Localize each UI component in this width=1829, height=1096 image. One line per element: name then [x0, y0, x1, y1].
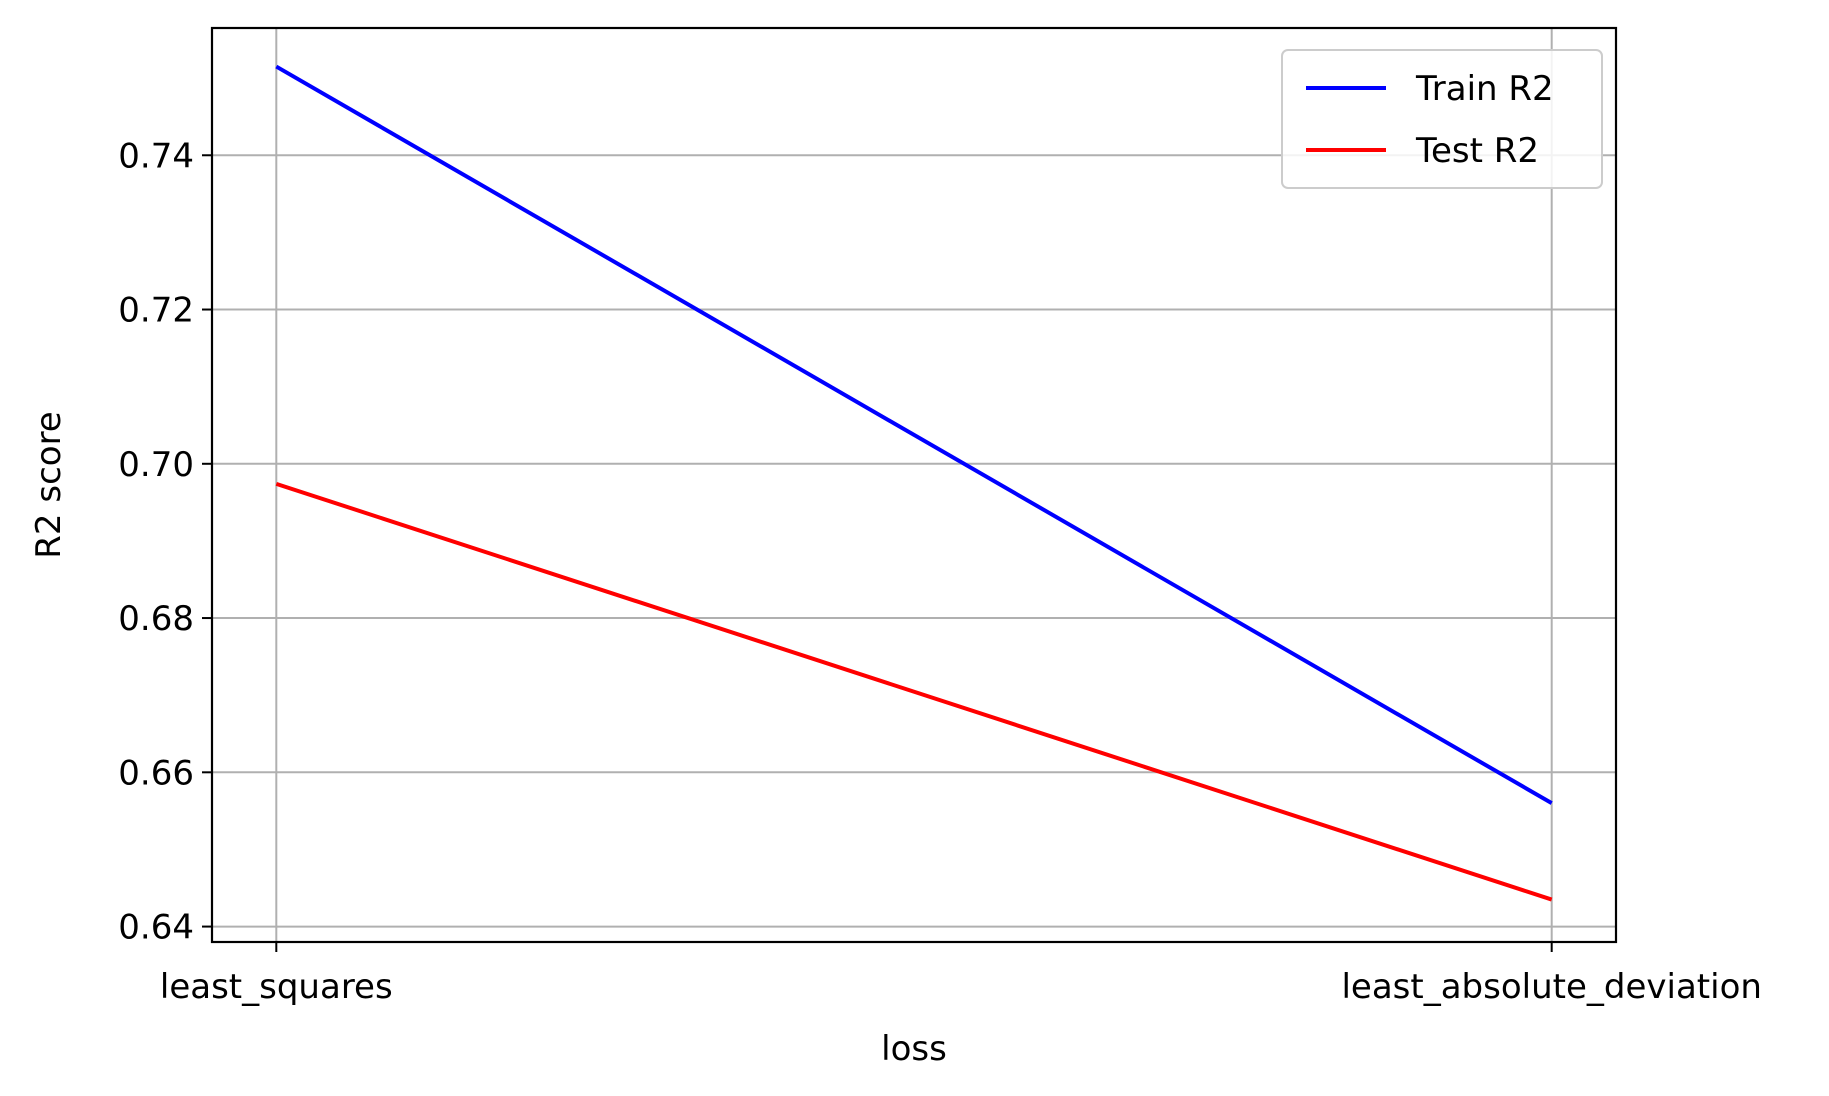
x-axis-ticks: least_squares least_absolute_deviation: [160, 942, 1762, 1007]
x-tick-label: least_squares: [160, 967, 393, 1007]
series-lines: [275, 64, 1553, 902]
legend-label: Train R2: [1415, 69, 1554, 109]
legend-box: [1281, 49, 1603, 189]
legend: Train R2 Test R2: [1281, 49, 1603, 189]
legend-label: Test R2: [1415, 131, 1539, 171]
y-tick-label: 0.74: [118, 136, 194, 176]
x-axis-label: loss: [881, 1029, 947, 1069]
y-tick-label: 0.72: [118, 291, 194, 331]
series-line-train-r2: [275, 64, 1553, 805]
y-tick-label: 0.70: [118, 445, 194, 485]
y-axis-label: R2 score: [29, 411, 69, 558]
plot-area-frame: [210, 26, 1618, 944]
y-tick-label: 0.68: [118, 599, 194, 639]
x-tick-label: least_absolute_deviation: [1341, 967, 1761, 1007]
y-tick-label: 0.66: [118, 753, 194, 793]
series-line-test-r2: [275, 481, 1553, 902]
y-tick-label: 0.64: [118, 908, 194, 948]
y-axis-ticks: 0.64 0.66 0.68 0.70 0.72 0.74: [118, 136, 212, 948]
